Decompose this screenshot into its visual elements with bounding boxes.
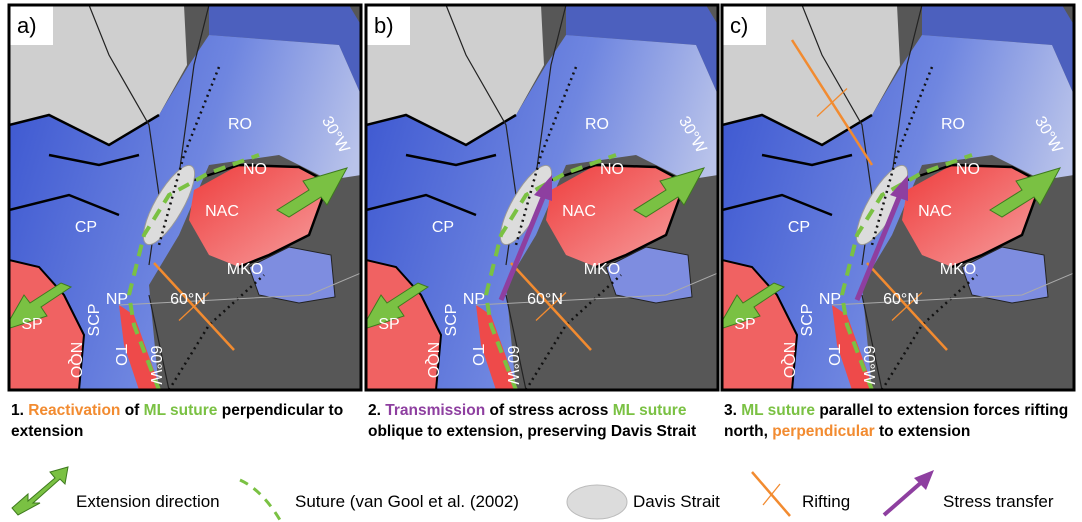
region-label: SCP	[799, 304, 816, 337]
region-label: TO	[469, 344, 486, 366]
region-label: CP	[788, 219, 810, 236]
legend-stress-icon	[884, 470, 934, 515]
map-panel: RONONACCPMKOSCPNP60°NSPNQOTO60°W30°Wc)	[717, 5, 1074, 390]
region-label: NO	[956, 161, 980, 178]
panel-label: c)	[730, 13, 748, 38]
caption: 2. Transmission of stress across ML sutu…	[368, 400, 713, 442]
legend-label: Suture (van Gool et al. (2002)	[295, 492, 519, 511]
region-label: NP	[463, 291, 485, 308]
caption-segment: Reactivation	[28, 402, 120, 419]
region-label: RO	[228, 116, 252, 133]
region-label: MKO	[227, 261, 263, 278]
map-panel: RONONACCPMKOSCPNP60°NSPNQOTO60°W30°Wa)	[4, 5, 361, 390]
legend-label: Rifting	[802, 492, 850, 511]
caption-segment: Transmission	[385, 402, 485, 419]
region-label: 60°W	[860, 345, 877, 385]
region-label: TO	[112, 344, 129, 366]
region-label: 60°W	[504, 345, 521, 385]
caption-segment: ML suture	[144, 402, 218, 419]
map: RONONACCPMKOSCPNP60°NSPNQOTO60°W30°W	[717, 5, 1074, 390]
region-label: 60°N	[883, 291, 919, 308]
caption-segment: 1.	[11, 402, 28, 419]
region-label: NP	[819, 291, 841, 308]
region-label: NAC	[562, 203, 596, 220]
caption-segment: 3.	[724, 402, 741, 419]
map: RONONACCPMKOSCPNP60°NSPNQOTO60°W30°W	[361, 5, 718, 390]
caption-segment: ML suture	[613, 402, 687, 419]
region-label: 60°W	[147, 345, 164, 385]
region-label: 60°N	[170, 291, 206, 308]
legend-label: Stress transfer	[943, 492, 1054, 511]
region-label: CP	[432, 219, 454, 236]
legend-label: Extension direction	[76, 492, 220, 511]
region-label: MKO	[584, 261, 620, 278]
panel-label: b)	[374, 13, 394, 38]
legend-suture-icon	[240, 480, 280, 520]
caption: 1. Reactivation of ML suture perpendicul…	[11, 400, 356, 442]
region-label: SP	[734, 316, 755, 333]
legend-label: Davis Strait	[633, 492, 720, 511]
region-label: RO	[585, 116, 609, 133]
region-label: NO	[243, 161, 267, 178]
caption-segment: oblique to extension, preserving Davis S…	[368, 423, 696, 440]
region-label: NAC	[205, 203, 239, 220]
caption-segment: perpendicular	[772, 423, 875, 440]
region-label: SP	[21, 316, 42, 333]
caption: 3. ML suture parallel to extension force…	[724, 400, 1069, 442]
panel-label: a)	[17, 13, 37, 38]
region-label: NAC	[918, 203, 952, 220]
caption-segment: ML suture	[741, 402, 815, 419]
region-label: NO	[600, 161, 624, 178]
region-label: NQO	[67, 342, 84, 378]
figure: Extension direction Suture (van Gool et a…	[0, 0, 1082, 522]
region-label: SP	[378, 316, 399, 333]
region-label: CP	[75, 219, 97, 236]
caption-segment: to extension	[875, 423, 971, 440]
legend-extension-icon	[12, 467, 68, 515]
region-label: SCP	[443, 304, 460, 337]
region-label: NQO	[780, 342, 797, 378]
caption-segment: 2.	[368, 402, 385, 419]
legend-rifting-icon	[752, 472, 790, 516]
region-label: NP	[106, 291, 128, 308]
region-label: TO	[825, 344, 842, 366]
caption-segment: of stress across	[485, 402, 613, 419]
page: Extension direction Suture (van Gool et a…	[0, 0, 1082, 522]
region-label: RO	[941, 116, 965, 133]
region-label: 60°N	[527, 291, 563, 308]
caption-segment: of	[120, 402, 143, 419]
region-label: SCP	[86, 304, 103, 337]
region-label: NQO	[424, 342, 441, 378]
region-label: MKO	[940, 261, 976, 278]
map: RONONACCPMKOSCPNP60°NSPNQOTO60°W30°W	[4, 5, 361, 390]
legend-davis-icon	[567, 485, 627, 519]
